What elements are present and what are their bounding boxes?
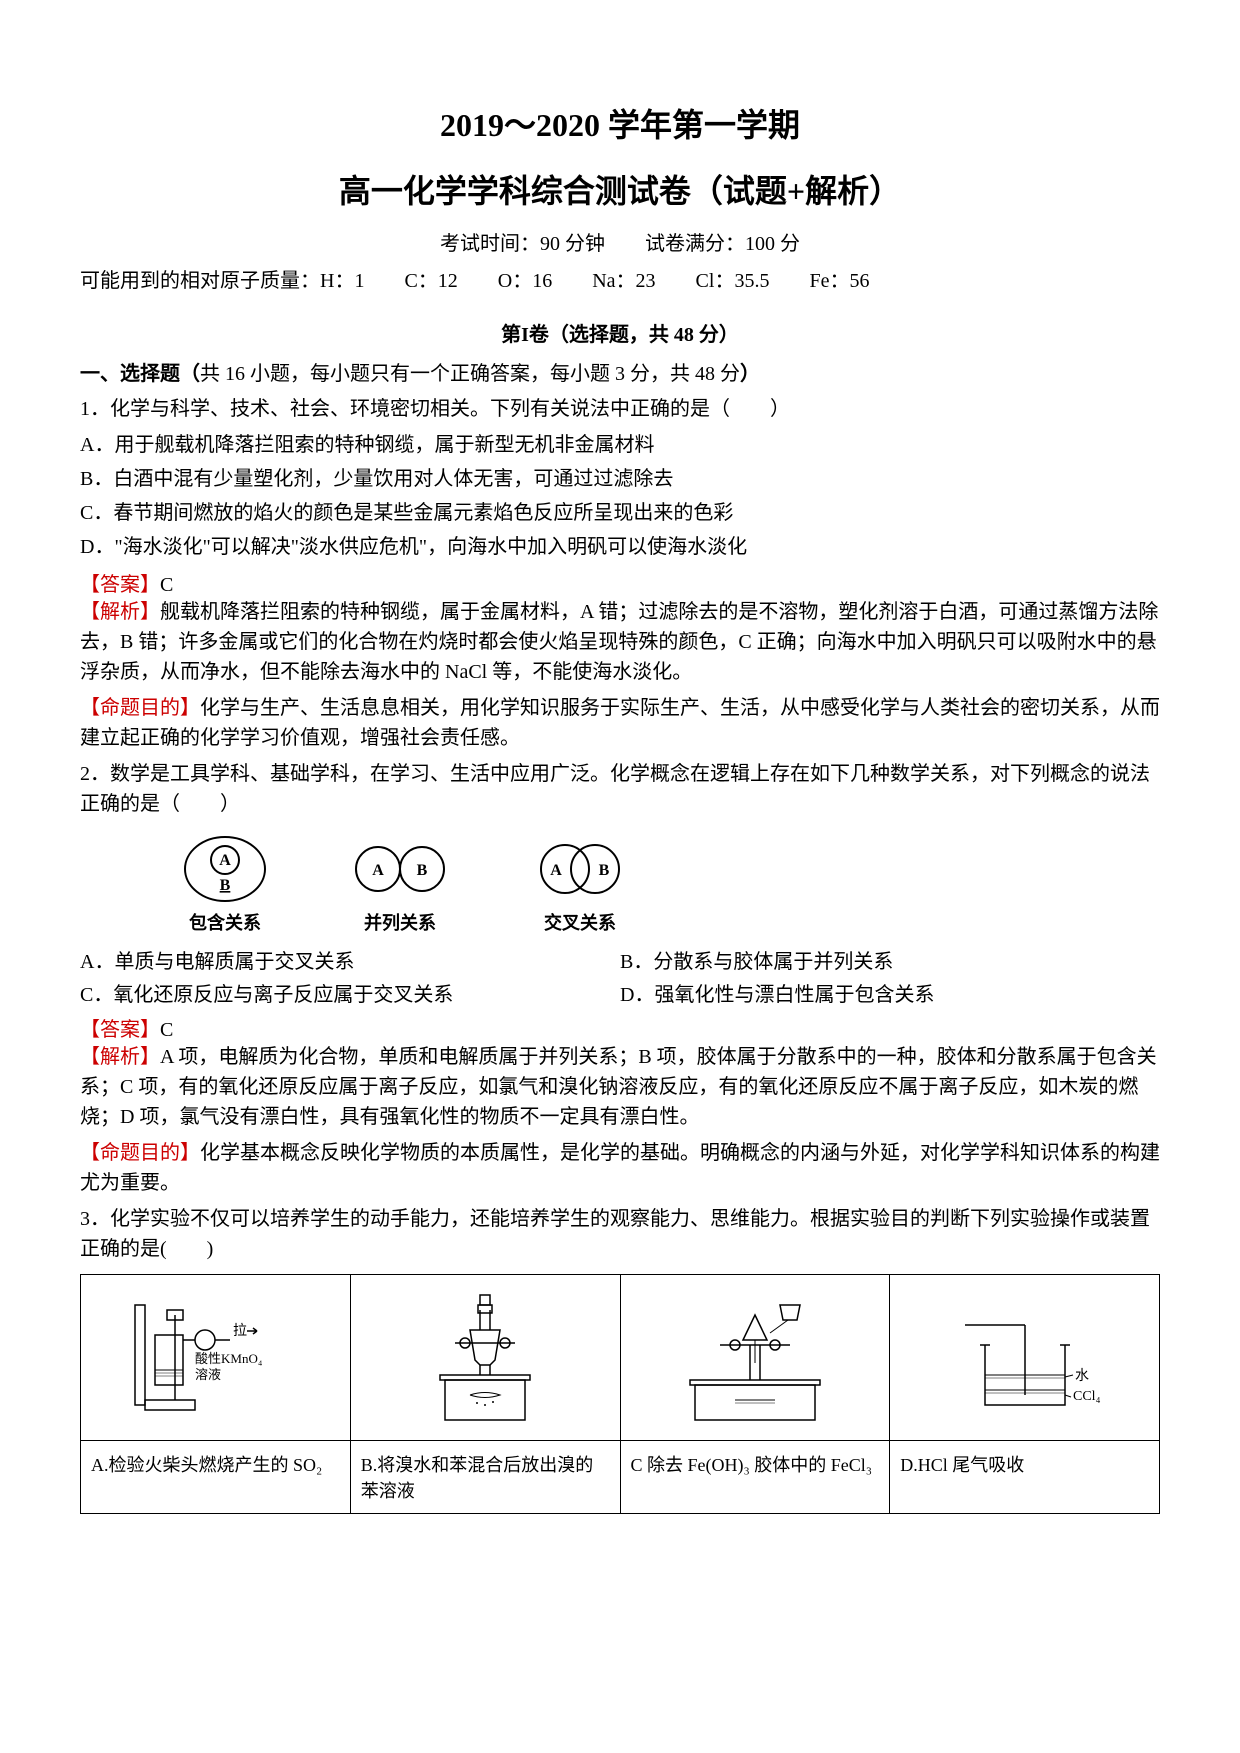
- exp-C-label: C 除去 Fe(OH)₃ 胶体中的 FeCl₃: [620, 1441, 890, 1514]
- q2-analysis: 【解析】A 项，电解质为化合物，单质和电解质属于并列关系；B 项，胶体属于分散系…: [80, 1042, 1160, 1132]
- q1-optC: C．春节期间燃放的焰火的颜色是某些金属元素焰色反应所呈现出来的色彩: [80, 498, 1160, 528]
- exp-B-image: [350, 1275, 620, 1441]
- subsection-title: 一、选择题（共 16 小题，每小题只有一个正确答案，每小题 3 分，共 48 分…: [80, 357, 1160, 386]
- inclusion-diagram: A B 包含关系: [180, 834, 270, 935]
- svg-text:B: B: [220, 877, 231, 894]
- svg-text:拉: 拉: [233, 1323, 247, 1339]
- svg-text:CCl₄: CCl₄: [1073, 1389, 1101, 1404]
- inclusion-label: 包含关系: [180, 909, 270, 935]
- q2-purpose: 【命题目的】化学基本概念反映化学物质的本质属性，是化学的基础。明确概念的内涵与外…: [80, 1138, 1160, 1198]
- exam-info: 考试时间：90 分钟 试卷满分：100 分: [80, 227, 1160, 256]
- q1-purpose: 【命题目的】化学与生产、生活息息相关，用化学知识服务于实际生产、生活，从中感受化…: [80, 693, 1160, 753]
- exp-B-label: B.将溴水和苯混合后放出溴的苯溶液: [350, 1441, 620, 1514]
- exp-D-image: 水 CCl₄: [890, 1275, 1160, 1441]
- q1-answer: 【答案】C: [80, 568, 1160, 597]
- cross-label: 交叉关系: [530, 909, 630, 935]
- q1-analysis: 【解析】舰载机降落拦阻索的特种钢缆，属于金属材料，A 错；过滤除去的是不溶物，塑…: [80, 597, 1160, 687]
- q2-text: 2．数学是工具学科、基础学科，在学习、生活中应用广泛。化学概念在逻辑上存在如下几…: [80, 759, 1160, 819]
- cross-diagram: A B 交叉关系: [530, 834, 630, 935]
- q2-answer: 【答案】C: [80, 1013, 1160, 1042]
- relation-diagrams: A B 包含关系 A B 并列关系 A B 交叉关系: [180, 834, 1160, 935]
- parallel-label: 并列关系: [350, 909, 450, 935]
- svg-text:溶液: 溶液: [195, 1367, 221, 1382]
- experiment-table: 拉 酸性KMnO₄ 溶液: [80, 1274, 1160, 1514]
- svg-text:水: 水: [1075, 1368, 1089, 1384]
- q2-optA: A．单质与电解质属于交叉关系: [80, 945, 620, 974]
- q2-optD: D．强氧化性与漂白性属于包含关系: [620, 978, 1160, 1007]
- q1-optA: A．用于舰载机降落拦阻索的特种钢缆，属于新型无机非金属材料: [80, 430, 1160, 460]
- section-header: 第I卷（选择题，共 48 分）: [80, 318, 1160, 347]
- parallel-diagram: A B 并列关系: [350, 834, 450, 935]
- svg-text:酸性KMnO₄: 酸性KMnO₄: [195, 1351, 263, 1366]
- q1-optD: D．"海水淡化"可以解决"淡水供应危机"，向海水中加入明矾可以使海水淡化: [80, 532, 1160, 562]
- q3-text: 3．化学实验不仅可以培养学生的动手能力，还能培养学生的观察能力、思维能力。根据实…: [80, 1204, 1160, 1264]
- svg-text:A: A: [550, 862, 562, 879]
- atomic-mass: 可能用到的相对原子质量：H：1 C：12 O：16 Na：23 Cl：35.5 …: [80, 264, 1160, 293]
- svg-text:A: A: [372, 862, 384, 879]
- svg-text:B: B: [417, 862, 428, 879]
- q2-optC: C．氧化还原反应与离子反应属于交叉关系: [80, 978, 620, 1007]
- title-sub: 高一化学学科综合测试卷（试题+解析）: [80, 166, 1160, 212]
- exp-D-label: D.HCl 尾气吸收: [890, 1441, 1160, 1514]
- svg-text:B: B: [599, 862, 610, 879]
- title-main: 2019～2020 学年第一学期: [80, 100, 1160, 146]
- exp-A-image: 拉 酸性KMnO₄ 溶液: [81, 1275, 351, 1441]
- q2-optB: B．分散系与胶体属于并列关系: [620, 945, 1160, 974]
- q1-optB: B．白酒中混有少量塑化剂，少量饮用对人体无害，可通过过滤除去: [80, 464, 1160, 494]
- svg-text:A: A: [219, 852, 231, 869]
- q1-text: 1．化学与科学、技术、社会、环境密切相关。下列有关说法中正确的是（ ）: [80, 394, 1160, 424]
- exp-A-label: A.检验火柴头燃烧产生的 SO₂: [81, 1441, 351, 1514]
- exp-C-image: [620, 1275, 890, 1441]
